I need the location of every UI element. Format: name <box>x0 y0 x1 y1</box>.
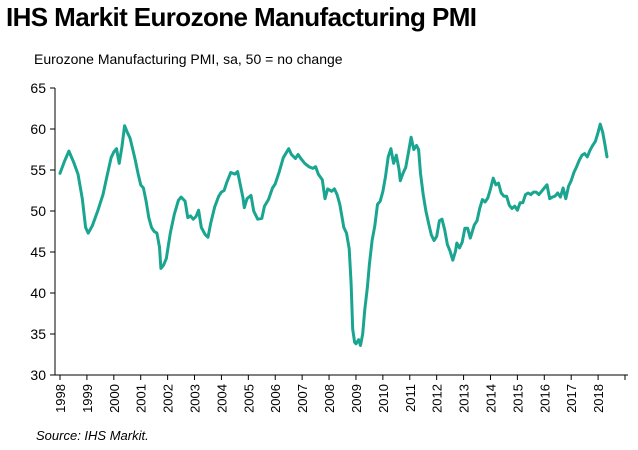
x-tick-label: 2006 <box>268 384 283 413</box>
x-axis: 1998 1999 2000 2001 2002 2003 2004 2005 2006 2007… <box>53 374 628 413</box>
x-tick-label: 2000 <box>107 384 122 413</box>
x-tick-label: 2009 <box>349 384 364 413</box>
x-tick-label: 2001 <box>134 384 149 413</box>
y-tick-label: 45 <box>30 244 46 260</box>
pmi-series-line <box>58 122 609 347</box>
y-tick-label: 60 <box>30 121 46 137</box>
x-tick-label: 2007 <box>295 384 310 413</box>
x-tick-label: 2013 <box>457 384 472 413</box>
x-tick-label: 1998 <box>53 384 68 413</box>
y-tick-label: 35 <box>30 326 46 342</box>
x-tick-label: 2015 <box>510 384 525 413</box>
x-tick-label: 2010 <box>376 384 391 413</box>
y-tick-label: 55 <box>30 162 46 178</box>
series-group <box>58 122 609 347</box>
y-tick-label: 65 <box>30 80 46 96</box>
x-tick-label: 2002 <box>161 384 176 413</box>
x-tick-label: 2004 <box>214 384 229 413</box>
x-tick-label: 2016 <box>537 384 552 413</box>
y-tick-label: 30 <box>30 367 46 383</box>
x-tick-label: 2008 <box>322 384 337 413</box>
x-tick-label: 2014 <box>483 384 498 413</box>
x-tick-label: 2011 <box>403 384 418 412</box>
x-tick-label: 2012 <box>430 384 445 413</box>
x-tick-label: 2003 <box>188 384 203 413</box>
chart-title: IHS Markit Eurozone Manufacturing PMI <box>6 2 477 32</box>
x-tick-label: 2018 <box>591 384 606 413</box>
x-tick-label: 2017 <box>564 384 579 413</box>
y-tick-label: 50 <box>30 203 46 219</box>
y-axis-label: Eurozone Manufacturing PMI, sa, 50 = no … <box>34 51 343 67</box>
y-tick-label: 40 <box>30 285 46 301</box>
x-tick-label: 1999 <box>80 384 95 413</box>
source-note: Source: IHS Markit. <box>36 428 149 443</box>
x-tick-label: 2005 <box>241 384 256 413</box>
y-axis: 30 35 40 45 50 55 60 65 <box>30 80 56 383</box>
